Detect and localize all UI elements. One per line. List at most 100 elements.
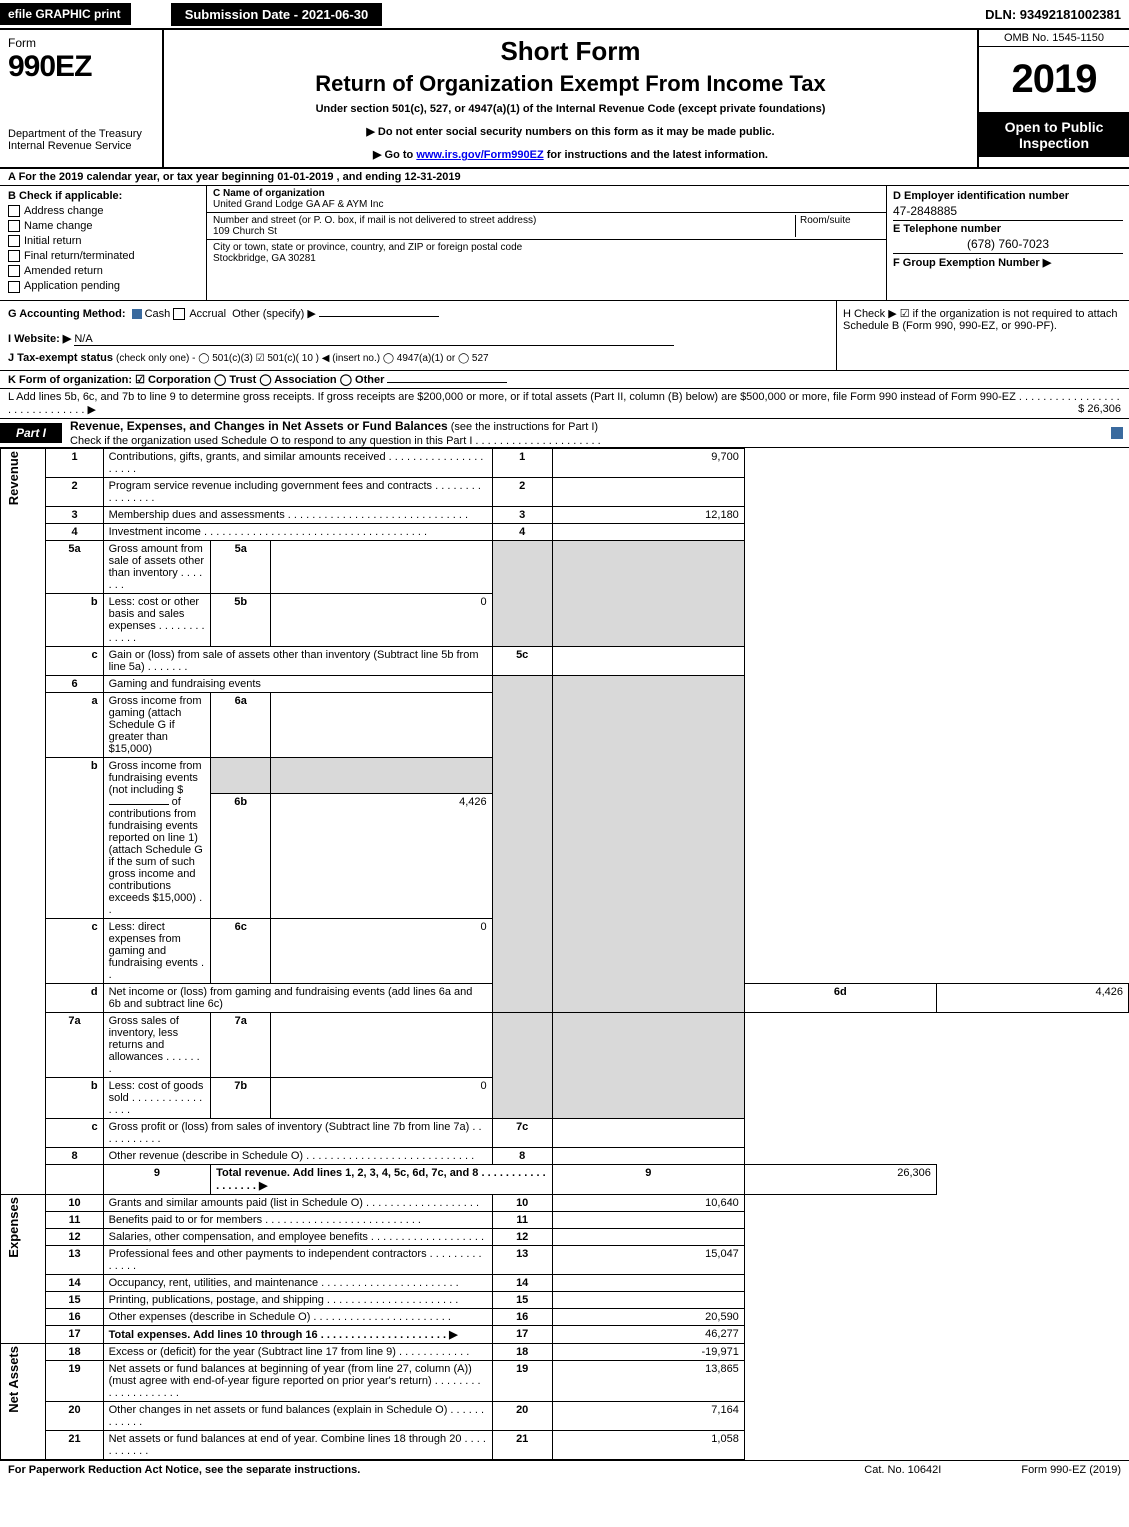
side-netassets: Net Assets [6,1346,21,1413]
n12: 12 [46,1228,103,1245]
n13: 13 [46,1245,103,1274]
d2: Program service revenue including govern… [103,477,492,506]
form-header: Form 990EZ Department of the Treasury In… [0,30,1129,169]
header-left: Form 990EZ Department of the Treasury In… [0,30,164,167]
rn3: 3 [492,506,552,523]
k-other-line[interactable] [387,382,507,383]
rn6d: 6d [744,983,936,1012]
department: Department of the Treasury [8,128,158,140]
other-line[interactable] [319,316,439,317]
n6: 6 [46,675,103,692]
g6bv [271,757,492,794]
m5a: 5a [211,540,271,593]
n1: 1 [46,448,103,477]
opt-final: Final return/terminated [24,250,135,262]
donot-note: ▶ Do not enter social security numbers o… [176,125,965,138]
opt-address: Address change [24,205,104,217]
form-word: Form [8,36,158,50]
a14 [552,1274,744,1291]
d5a: Gross amount from sale of assets other t… [103,540,211,593]
d17t: Total expenses. Add lines 10 through 16 … [109,1329,458,1341]
header-right: OMB No. 1545-1150 2019 Open to Public In… [979,30,1129,167]
website-value: N/A [74,333,674,346]
a16: 20,590 [552,1308,744,1325]
n6d: d [46,983,103,1012]
rn9: 9 [552,1164,744,1194]
rn18: 18 [492,1343,552,1360]
m5b: 5b [211,593,271,646]
mv6a [271,692,492,757]
rn16: 16 [492,1308,552,1325]
d5b: Less: cost or other basis and sales expe… [103,593,211,646]
chk-address[interactable] [8,205,20,217]
g6bx [211,757,271,794]
chk-name[interactable] [8,220,20,232]
ein: 47-2848885 [893,204,1123,218]
a2 [552,477,744,506]
efile-print-button[interactable]: efile GRAPHIC print [0,3,131,25]
chk-initial[interactable] [8,235,20,247]
n9: 9 [103,1164,211,1194]
a11 [552,1211,744,1228]
chk-cash[interactable] [132,309,142,319]
h-text: H Check ▶ ☑ if the organization is not r… [843,308,1118,332]
d18: Excess or (deficit) for the year (Subtra… [103,1343,492,1360]
6b-blank[interactable] [109,804,169,805]
d8: Other revenue (describe in Schedule O) .… [103,1147,492,1164]
n15: 15 [46,1291,103,1308]
part1-label: Part I [0,423,62,443]
chk-accrual[interactable] [173,308,185,320]
d13: Professional fees and other payments to … [103,1245,492,1274]
opt-initial: Initial return [24,235,81,247]
k-text: K Form of organization: ☑ Corporation ◯ … [8,374,387,386]
n5c: c [46,646,103,675]
tel: (678) 760-7023 [893,237,1123,251]
a21: 1,058 [552,1430,744,1459]
n17: 17 [46,1325,103,1343]
part1-table: Revenue 1 Contributions, gifts, grants, … [0,448,1129,1460]
dln: DLN: 93492181002381 [985,7,1129,22]
accounting-block: G Accounting Method: Cash Accrual Other … [0,301,1129,371]
street: 109 Church St [213,226,277,237]
a9: 26,306 [744,1164,936,1194]
g7 [492,1012,552,1118]
n8: 8 [46,1147,103,1164]
n10: 10 [46,1194,103,1211]
rn12: 12 [492,1228,552,1245]
d10: Grants and similar amounts paid (list in… [103,1194,492,1211]
part1-checkbox[interactable] [1111,427,1123,439]
chk-pending[interactable] [8,281,20,293]
section-d: D Employer identification number 47-2848… [887,186,1129,300]
a4 [552,523,744,540]
part1-title: Revenue, Expenses, and Changes in Net As… [70,419,1107,447]
d1: Contributions, gifts, grants, and simila… [103,448,492,477]
omb-number: OMB No. 1545-1150 [979,30,1129,47]
n7a: 7a [46,1012,103,1077]
d6d: Net income or (loss) from gaming and fun… [103,983,492,1012]
a7c [552,1118,744,1147]
chk-final[interactable] [8,250,20,262]
opt-amended: Amended return [24,265,103,277]
n7b: b [46,1077,103,1118]
d6b1: Gross income from fundraising events (no… [109,760,202,796]
city: Stockbridge, GA 30281 [213,253,316,264]
cash: Cash [145,308,171,320]
l-text: L Add lines 5b, 6c, and 7b to line 9 to … [8,391,1120,416]
chk-amended[interactable] [8,265,20,277]
n7c: c [46,1118,103,1147]
m6a: 6a [211,692,271,757]
header-mid: Short Form Return of Organization Exempt… [164,30,979,167]
d7a: Gross sales of inventory, less returns a… [103,1012,211,1077]
rn15: 15 [492,1291,552,1308]
rn10: 10 [492,1194,552,1211]
c-name-label: C Name of organization [213,188,325,199]
a3: 12,180 [552,506,744,523]
a10: 10,640 [552,1194,744,1211]
form-number: 990EZ [8,50,158,84]
m7a: 7a [211,1012,271,1077]
d9t: Total revenue. Add lines 1, 2, 3, 4, 5c,… [216,1167,546,1192]
opt-pending: Application pending [24,280,120,292]
goto-link[interactable]: www.irs.gov/Form990EZ [416,149,543,161]
group-label: F Group Exemption Number ▶ [893,253,1123,269]
footer-mid: Cat. No. 10642I [864,1464,941,1476]
